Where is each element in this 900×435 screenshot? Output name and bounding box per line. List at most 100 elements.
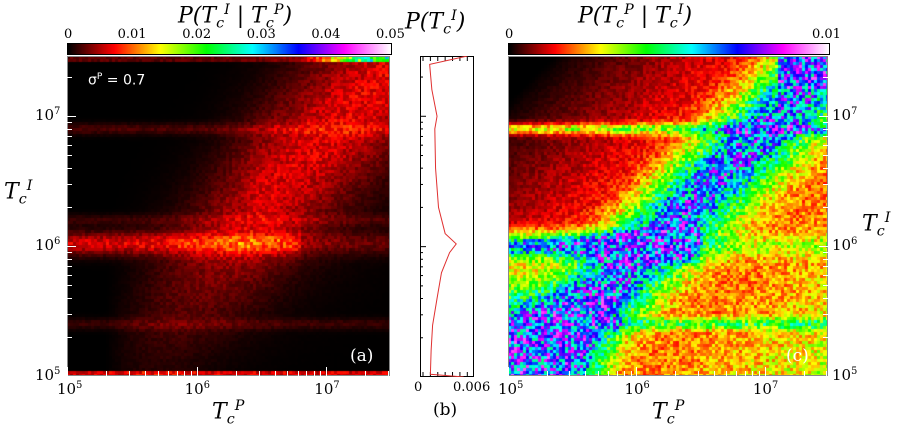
xlabel-sup: P <box>674 398 685 414</box>
x-tick-mark <box>274 371 276 376</box>
y-tick-mark <box>67 206 72 208</box>
y-tick-mark <box>67 136 72 138</box>
tick-exp: 6 <box>54 236 61 248</box>
panel-a-title: P(TcI | TcP) <box>178 2 292 32</box>
y-tick-mark <box>67 376 76 377</box>
tick-base: 10 <box>35 106 55 125</box>
x-tick-mark <box>196 367 198 376</box>
y-tick-label: 107 <box>35 106 60 124</box>
x-tick-mark <box>106 371 108 376</box>
y-tick-mark <box>67 122 72 124</box>
x-tick-mark <box>597 371 599 376</box>
panel-a-label: (a) <box>350 346 374 366</box>
title-sub: c <box>265 15 274 32</box>
x-tick-mark <box>803 371 805 376</box>
y-tick-mark <box>67 266 72 268</box>
title-sup: I <box>677 2 684 18</box>
title-sup: P <box>273 2 284 18</box>
sigma-value: = 0.7 <box>102 72 146 89</box>
x-tick-mark <box>128 371 130 376</box>
a-xlabel: TcP <box>212 398 244 428</box>
xlabel-sub: c <box>666 411 675 428</box>
tick-base: 10 <box>184 380 204 398</box>
y-tick-mark <box>67 274 72 276</box>
x-tick-mark <box>726 371 728 376</box>
tick-exp: 7 <box>851 106 858 118</box>
ylabel-sub: c <box>876 223 885 240</box>
x-tick-mark <box>616 371 618 376</box>
y-tick-mark <box>823 76 828 78</box>
panel-b-label: (b) <box>433 400 458 420</box>
title-text: ) <box>283 3 293 29</box>
x-tick-mark <box>326 367 328 376</box>
title-sub: c <box>669 15 678 32</box>
x-tick-mark <box>630 371 632 376</box>
panel-c-title: P(TcP | TcI) <box>578 2 692 32</box>
tick-base: 10 <box>752 380 772 398</box>
colorbar-a-tick: 0.05 <box>376 27 405 42</box>
x-tick-mark <box>388 371 390 376</box>
tick-exp: 5 <box>517 380 524 391</box>
ylabel-sup: I <box>26 178 33 194</box>
y-tick-mark <box>67 144 72 146</box>
y-tick-mark <box>823 285 828 287</box>
ylabel-sup: I <box>884 210 891 226</box>
marginal-distribution-line <box>429 56 468 377</box>
a-ylabel: TcI <box>4 178 32 208</box>
panel-b-title: P(TcI) <box>405 8 465 38</box>
x-tick-mark <box>67 367 68 376</box>
x-tick-mark <box>176 371 178 376</box>
colorbar-a-tick: 0.02 <box>182 27 212 42</box>
y-tick-label: 106 <box>35 236 60 254</box>
tick-exp: 6 <box>643 380 650 391</box>
x-tick-mark <box>585 371 587 376</box>
tick-base: 10 <box>314 380 334 398</box>
y-tick-mark <box>823 144 828 146</box>
y-tick-mark <box>819 246 828 248</box>
x-tick-label: 105 <box>57 380 82 398</box>
colorbar-a-tick: 0.04 <box>311 27 341 42</box>
y-tick-mark <box>823 122 828 124</box>
y-tick-mark <box>67 258 72 260</box>
title-sup: P <box>624 2 634 18</box>
colorbar-a-gradient <box>67 43 392 55</box>
x-tick-mark <box>607 371 609 376</box>
x-tick-mark <box>258 371 260 376</box>
x-tick-mark <box>736 371 738 376</box>
sigma-symbol: σ <box>88 72 97 89</box>
y-tick-mark <box>67 76 72 78</box>
x-tick-mark <box>623 371 625 376</box>
y-tick-mark <box>67 251 72 253</box>
tick-base: 10 <box>35 236 55 255</box>
tick-exp: 6 <box>851 236 858 248</box>
title-sub: c <box>216 15 225 32</box>
x-tick-label: 105 <box>498 380 523 398</box>
panel-a-frame <box>67 56 390 376</box>
panel-b-frame <box>420 56 474 377</box>
x-tick-mark <box>569 371 571 376</box>
y-tick-mark <box>823 184 828 186</box>
y-tick-mark <box>823 206 828 208</box>
sigma-annotation: σP = 0.7 <box>88 72 145 89</box>
sigma-sup: P <box>96 72 103 82</box>
ylabel-T: T <box>4 179 19 205</box>
tick-base: 10 <box>832 236 852 255</box>
y-tick-label: 105 <box>832 366 857 384</box>
title-text: P(T <box>178 3 217 29</box>
tick-base: 10 <box>35 366 55 384</box>
x-tick-mark <box>235 371 237 376</box>
y-tick-mark <box>67 297 72 299</box>
title-text: | T <box>633 3 670 29</box>
x-tick-mark <box>190 371 192 376</box>
y-tick-mark <box>823 128 828 130</box>
x-tick-mark <box>167 371 169 376</box>
x-tick-mark <box>365 371 367 376</box>
xlabel-sup: P <box>234 398 245 414</box>
x-tick-mark <box>713 371 715 376</box>
y-tick-mark <box>823 258 828 260</box>
tick-exp: 7 <box>54 106 61 118</box>
y-tick-mark <box>823 266 828 268</box>
colorbar-a-tick: 0.01 <box>117 27 147 42</box>
y-tick-mark <box>823 155 828 157</box>
title-sup: I <box>224 2 230 18</box>
